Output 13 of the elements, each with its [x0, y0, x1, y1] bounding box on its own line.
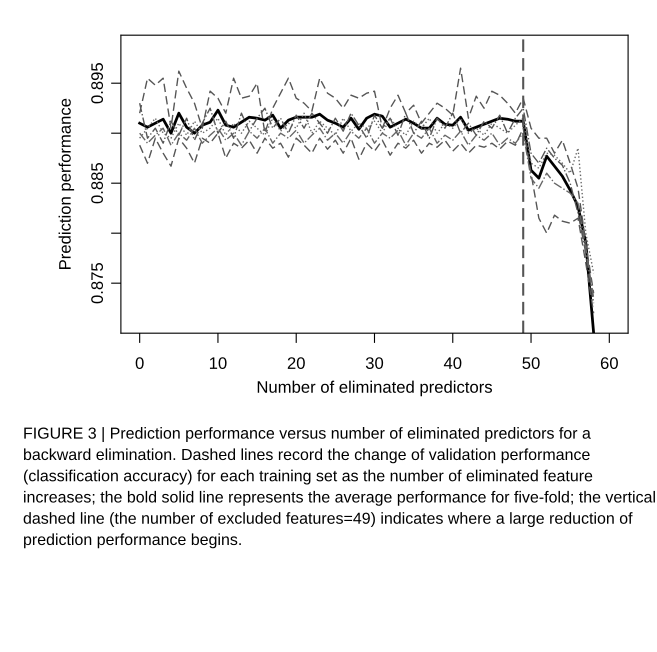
y-tick-label: 0.885: [91, 163, 104, 204]
x-tick-label: 20: [288, 357, 305, 370]
x-tick-label: 40: [444, 357, 462, 370]
y-tick-label: 0.875: [91, 263, 104, 304]
y-tick-label: 0.895: [91, 63, 104, 104]
caption: FIGURE 3 | Prediction performance versus number of eliminated predictors for a backward elimination. Dashed lines record the change of validation performance (classification accuracy) for each training set as the number of eliminated feature increases; the bold solid line represents the average performance for five-fold; the vertical dashed line (the number of excluded features=49) indicates where a large reduction of prediction performance begins.: [24, 427, 655, 548]
x-tick-label: 60: [600, 357, 618, 370]
x-tick-label: 0: [136, 357, 144, 370]
x-axis-title: Number of eliminated predictors: [258, 380, 492, 396]
x-tick-label: 30: [366, 357, 384, 370]
y-axis-title: Prediction performance: [58, 98, 74, 269]
x-tick-label: 50: [522, 357, 540, 370]
x-tick-label: 10: [210, 357, 227, 370]
